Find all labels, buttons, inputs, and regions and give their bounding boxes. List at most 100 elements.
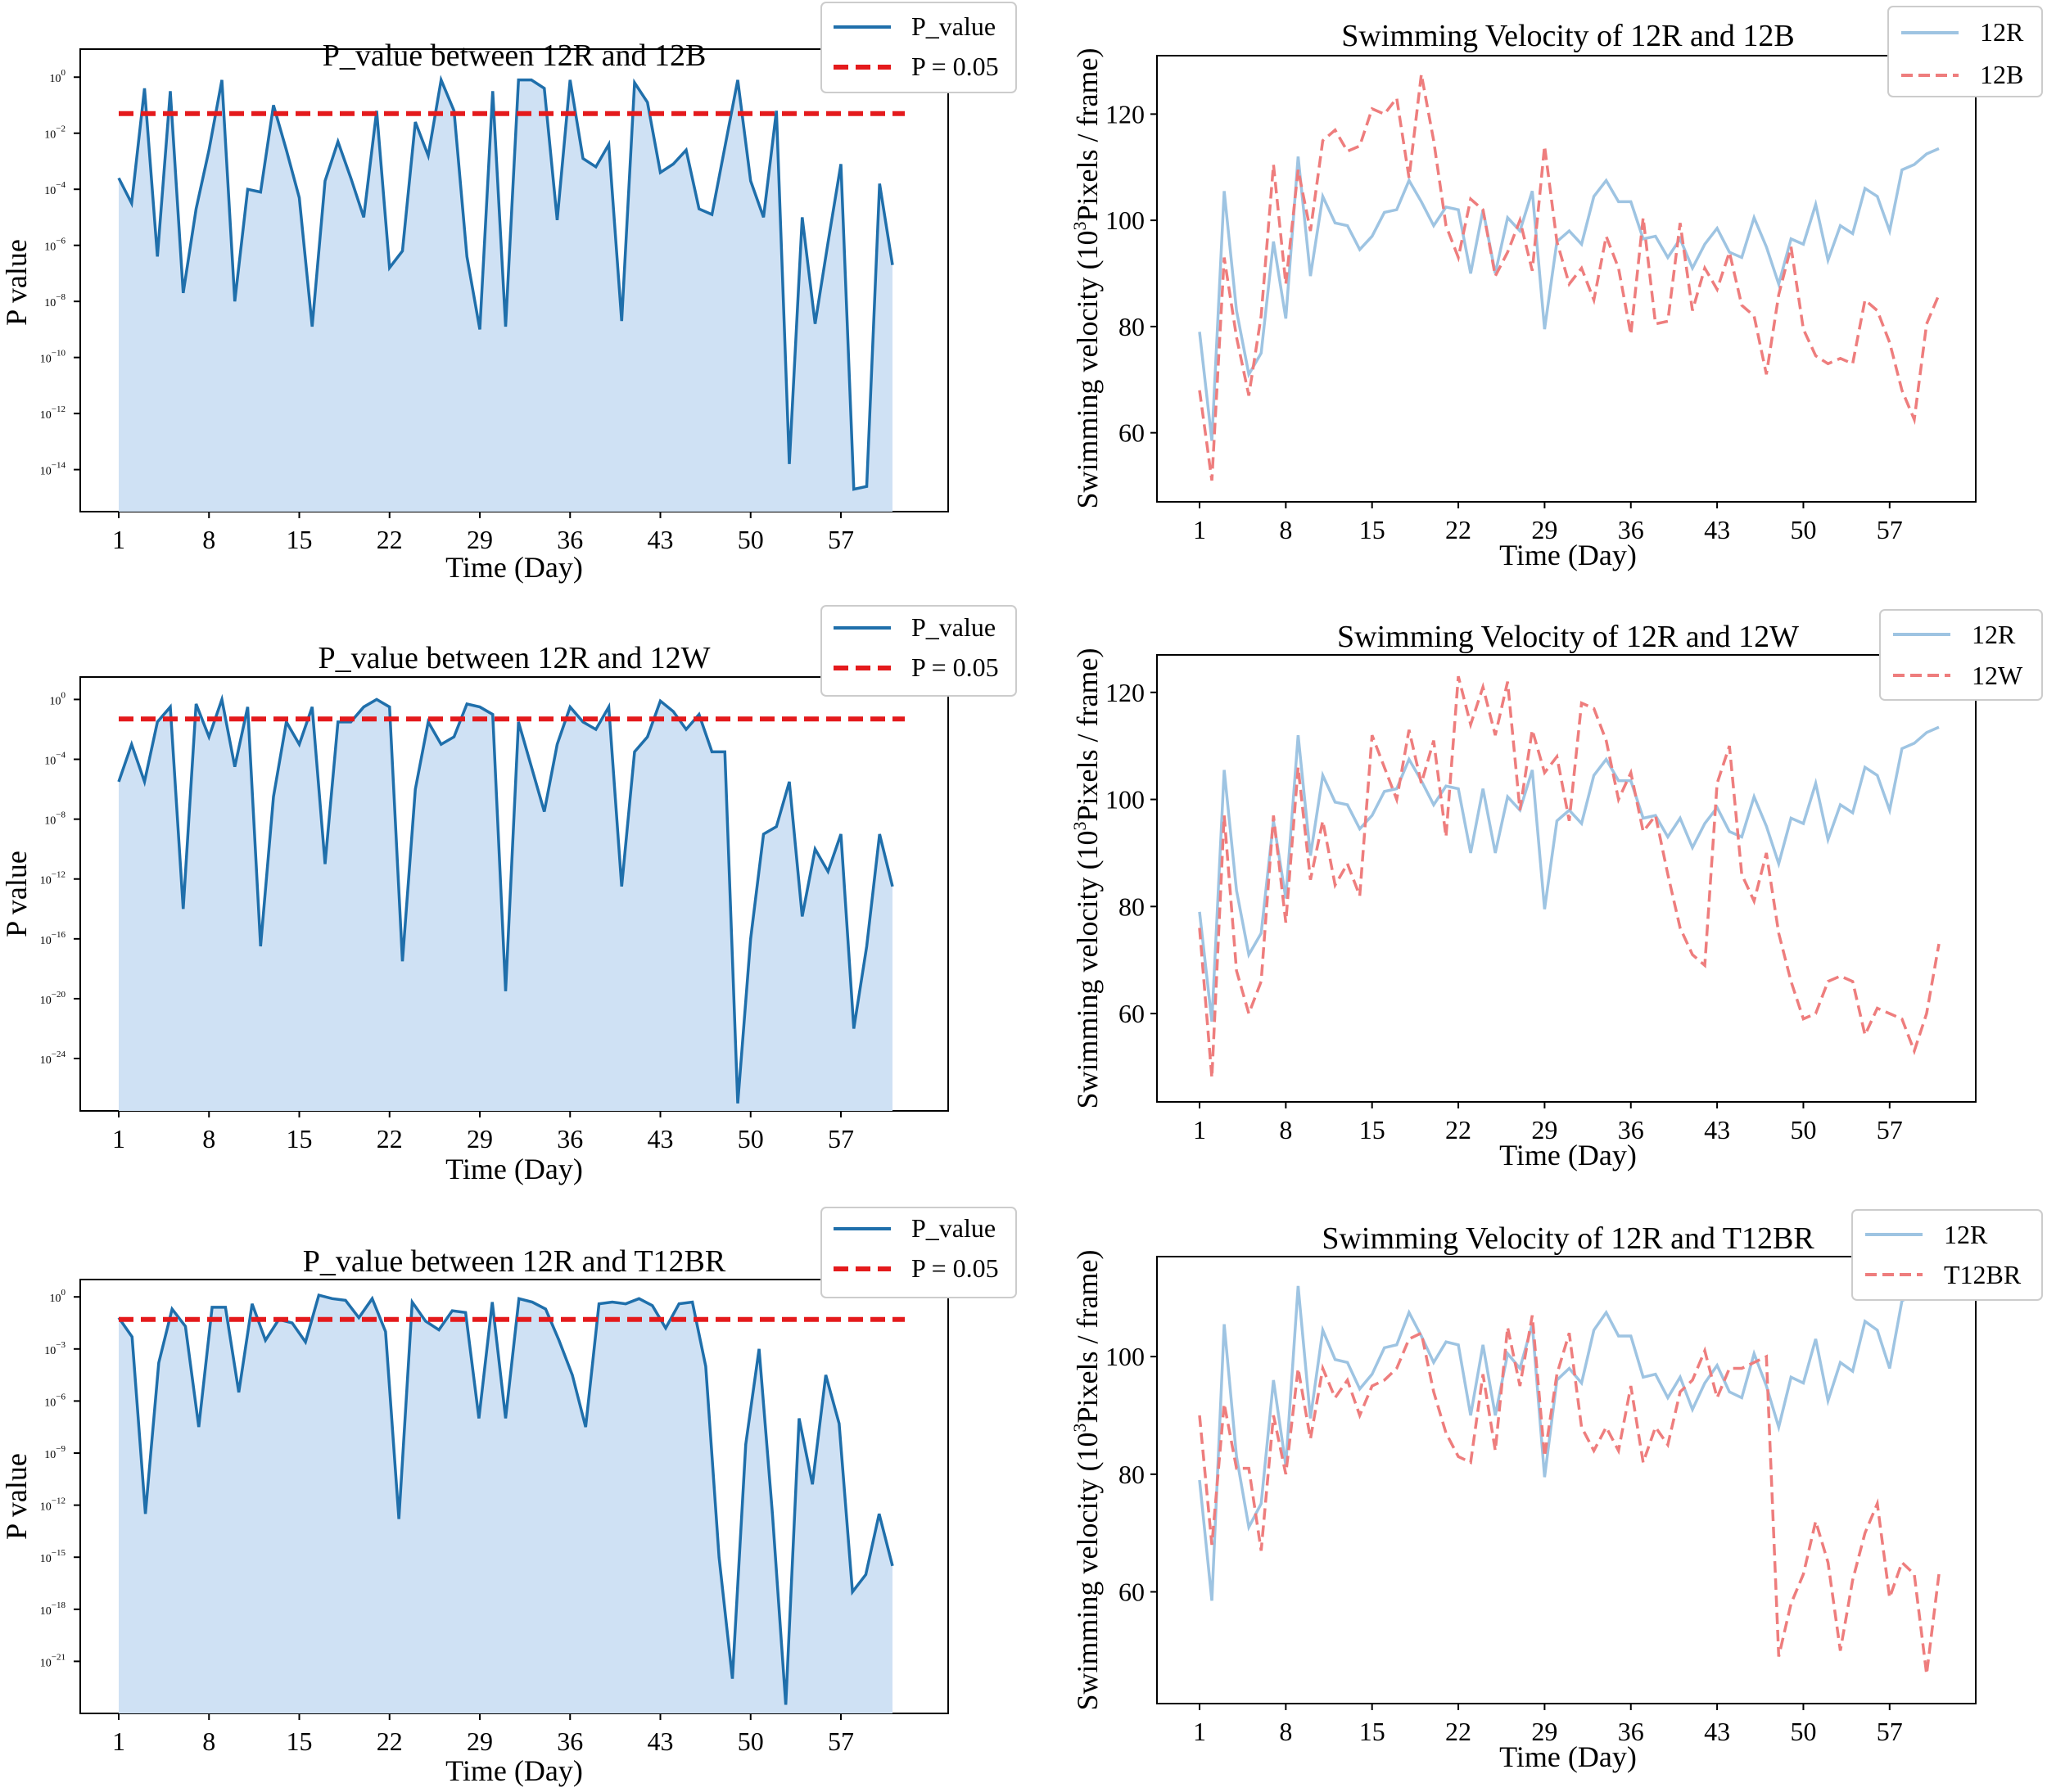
legend-box bbox=[820, 2, 1017, 93]
y-tick-label: 10−21 bbox=[40, 1652, 66, 1669]
legend-label-12r: 12R bbox=[1980, 17, 2024, 47]
x-axis-label: Time (Day) bbox=[1499, 1139, 1637, 1171]
y-tick-label: 10−15 bbox=[40, 1548, 66, 1565]
x-tick-label: 50 bbox=[1790, 515, 1816, 544]
legend-label-pvalue: P_value bbox=[911, 1213, 996, 1243]
panel-velocity-t12br: 1 8 15 22 29 36 43 50 57 60 80 100 Swimming Velocit… bbox=[1069, 1209, 2043, 1773]
legend-label-pvalue: P_value bbox=[911, 11, 996, 41]
x-tick-label: 1 bbox=[112, 1124, 125, 1153]
y-tick-label: 60 bbox=[1118, 418, 1145, 448]
x-tick-label: 29 bbox=[467, 525, 493, 554]
x-tick-label: 15 bbox=[1359, 515, 1385, 544]
x-tick-label: 57 bbox=[828, 1124, 854, 1153]
legend-label-threshold: P = 0.05 bbox=[911, 652, 999, 682]
y-tick-label: 10−24 bbox=[40, 1049, 66, 1067]
x-tick-label: 57 bbox=[828, 1727, 854, 1756]
y-tick-label: 10−2 bbox=[44, 124, 66, 142]
x-tick-label: 43 bbox=[648, 1124, 674, 1153]
y-tick-label: 100 bbox=[1105, 1342, 1145, 1371]
panel-pvalue-12w: 1 8 15 22 29 36 43 50 57 100 10−4 10−8 10−12 10−16 10−… bbox=[0, 605, 1017, 1185]
legend-label-pvalue: P_value bbox=[911, 612, 996, 642]
series-line-t12br bbox=[1198, 1315, 1941, 1675]
pvalue-line bbox=[117, 74, 894, 491]
legend-label-12w: 12W bbox=[1972, 661, 2023, 690]
legend-box bbox=[1851, 1209, 2043, 1301]
x-tick-label: 43 bbox=[1704, 515, 1730, 544]
plot-frame bbox=[1156, 654, 1977, 1103]
x-tick-label: 1 bbox=[1193, 1717, 1206, 1746]
x-tick-label: 8 bbox=[1279, 1717, 1292, 1746]
chart-title: P_value between 12R and 12B bbox=[323, 38, 707, 73]
x-tick-label: 43 bbox=[1704, 1717, 1730, 1746]
x-tick-label: 50 bbox=[1790, 1115, 1816, 1144]
y-tick-label: 10−12 bbox=[40, 1496, 66, 1514]
x-tick-label: 8 bbox=[1279, 1115, 1292, 1144]
y-axis-label: P value bbox=[0, 851, 33, 937]
y-tick-label: 10−12 bbox=[40, 404, 66, 422]
y-tick-label: 100 bbox=[1105, 205, 1145, 235]
legend: 12R T12BR bbox=[1851, 1209, 2043, 1301]
x-tick-label: 29 bbox=[467, 1727, 493, 1756]
series-line-12r bbox=[1198, 1275, 1940, 1601]
x-tick-label: 8 bbox=[1279, 515, 1292, 544]
y-tick-label: 60 bbox=[1118, 1578, 1145, 1607]
x-tick-label: 29 bbox=[1531, 1717, 1557, 1746]
legend-box bbox=[1879, 609, 2043, 701]
y-tick-label: 10−16 bbox=[40, 930, 66, 947]
pvalue-area bbox=[119, 1295, 892, 1713]
y-tick-label: 10−6 bbox=[44, 237, 66, 254]
plot-frame bbox=[1156, 1256, 1977, 1704]
pvalue-area bbox=[119, 699, 892, 1111]
y-tick-label: 120 bbox=[1105, 99, 1145, 129]
x-axis-label: Time (Day) bbox=[1499, 1740, 1637, 1773]
y-axis-label: Swimming velocity (103Pixels / frame) bbox=[1069, 648, 1104, 1109]
legend: P_value P = 0.05 bbox=[820, 1207, 1017, 1298]
y-axis-label: Swimming velocity (103Pixels / frame) bbox=[1069, 48, 1104, 509]
legend-label-12b: 12B bbox=[1980, 60, 2023, 89]
chart-title: Swimming Velocity of 12R and 12W bbox=[1337, 620, 1799, 654]
y-tick-label: 60 bbox=[1118, 999, 1145, 1028]
pvalue-area bbox=[119, 79, 892, 512]
legend: P_value P = 0.05 bbox=[820, 605, 1017, 697]
x-tick-label: 22 bbox=[377, 1727, 403, 1756]
x-tick-label: 57 bbox=[1877, 515, 1903, 544]
y-tick-label: 100 bbox=[50, 1288, 66, 1305]
y-tick-label: 10−6 bbox=[44, 1392, 66, 1409]
y-tick-label: 100 bbox=[50, 68, 66, 85]
y-tick-label: 10−20 bbox=[40, 990, 66, 1007]
legend-label-t12br: T12BR bbox=[1944, 1260, 2022, 1289]
x-tick-label: 15 bbox=[287, 1124, 313, 1153]
legend: P_value P = 0.05 bbox=[820, 2, 1017, 93]
legend: 12R 12B bbox=[1887, 6, 2043, 97]
y-tick-label: 80 bbox=[1118, 891, 1145, 921]
x-tick-label: 50 bbox=[1790, 1717, 1816, 1746]
x-tick-label: 36 bbox=[557, 1727, 583, 1756]
x-tick-label: 43 bbox=[1704, 1115, 1730, 1144]
x-tick-label: 1 bbox=[1193, 515, 1206, 544]
x-tick-label: 29 bbox=[1531, 1115, 1557, 1144]
legend-label-threshold: P = 0.05 bbox=[911, 1253, 999, 1283]
y-tick-label: 10−8 bbox=[44, 810, 66, 828]
x-tick-label: 36 bbox=[1618, 1115, 1644, 1144]
x-tick-label: 43 bbox=[648, 1727, 674, 1756]
x-tick-label: 22 bbox=[1445, 1717, 1471, 1746]
panel-velocity-12b: 1 8 15 22 29 36 43 50 57 60 80 100 120 Swimming Velo… bbox=[1069, 6, 2043, 571]
x-tick-label: 15 bbox=[1359, 1717, 1385, 1746]
x-tick-label: 8 bbox=[202, 525, 215, 554]
x-axis-label: Time (Day) bbox=[445, 551, 583, 584]
y-axis-label: P value bbox=[0, 1453, 33, 1540]
series-line-12b bbox=[1198, 74, 1941, 481]
x-tick-label: 29 bbox=[1531, 515, 1557, 544]
legend-label-12r: 12R bbox=[1972, 620, 2016, 649]
y-tick-label: 100 bbox=[1105, 785, 1145, 815]
y-tick-label: 100 bbox=[50, 690, 66, 707]
x-tick-label: 50 bbox=[738, 525, 764, 554]
y-tick-label: 10−4 bbox=[44, 751, 66, 768]
x-tick-label: 15 bbox=[1359, 1115, 1385, 1144]
chart-title: Swimming Velocity of 12R and T12BR bbox=[1322, 1221, 1814, 1256]
x-tick-label: 36 bbox=[557, 525, 583, 554]
panel-velocity-12w: 1 8 15 22 29 36 43 50 57 60 80 100 120 Swimming Velo… bbox=[1069, 609, 2043, 1171]
x-tick-label: 1 bbox=[112, 1727, 125, 1756]
x-tick-label: 57 bbox=[1877, 1115, 1903, 1144]
